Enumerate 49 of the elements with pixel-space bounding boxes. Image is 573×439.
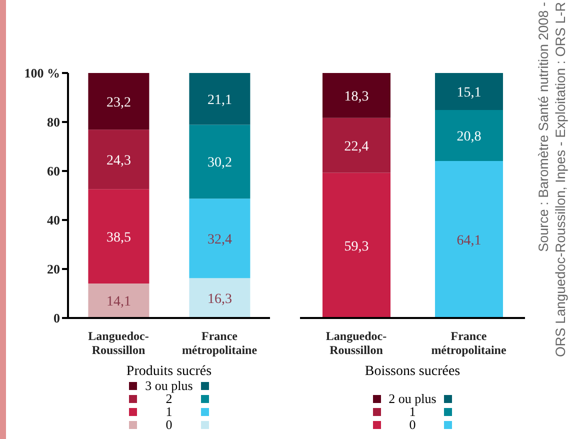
data-label: 30,2 — [207, 156, 232, 171]
x-tick-label: Languedoc-Roussillon — [326, 329, 387, 357]
bar — [322, 172, 390, 318]
data-label: 18,3 — [344, 89, 369, 104]
data-label: 21,1 — [207, 92, 232, 108]
bar — [189, 124, 250, 199]
y-tick-label: 100 % — [24, 66, 60, 81]
data-label: 23,2 — [106, 95, 131, 110]
data-label: 22,4 — [344, 139, 369, 154]
x-axis-title: Produits sucrés — [125, 364, 213, 380]
bar — [189, 198, 250, 278]
bar — [322, 118, 390, 173]
data-label: 20,8 — [456, 129, 482, 144]
legend-label: 1 — [408, 404, 416, 418]
data-label: 32,4 — [207, 232, 232, 248]
legend-label: 2 — [164, 390, 173, 406]
y-tick-label: 20 — [47, 262, 60, 277]
legend-label: 0 — [164, 416, 174, 432]
legend-label: 2 ou plus — [388, 390, 438, 406]
bar — [189, 73, 250, 125]
bar — [88, 189, 150, 284]
y-tick-label: 80 — [47, 114, 60, 130]
data-label: 15,1 — [456, 85, 482, 100]
data-label: 59,3 — [344, 239, 369, 254]
bar — [88, 283, 150, 318]
data-label: 16,3 — [207, 292, 232, 308]
text: ORS Languedoc-Roussillon, Inpes - Exploitation : ORS L-R — [552, 2, 569, 359]
x-tick-label: Languedoc-Roussillon — [88, 329, 149, 357]
bar — [435, 73, 503, 110]
data-label: 64,1 — [456, 233, 482, 248]
bar — [189, 278, 250, 318]
y-tick-label: 60 — [47, 164, 60, 179]
bar — [322, 73, 390, 118]
legend-label: 3 ou plus — [144, 378, 194, 392]
source-note: Source : Baromètre Santé nutrition 2008 - — [535, 2, 552, 254]
x-tick-label: France métropolitaine — [182, 329, 258, 357]
data-label: 24,3 — [106, 153, 131, 168]
x-tick-label: France métropolitaine — [431, 329, 507, 357]
bar — [88, 73, 150, 130]
bar — [435, 110, 503, 161]
bar — [88, 130, 150, 190]
data-label: 14,1 — [106, 294, 131, 310]
bar — [435, 160, 503, 318]
y-tick-label: 0 — [54, 310, 60, 326]
data-label: 38,5 — [106, 230, 131, 246]
legend-label: 1 — [164, 404, 174, 418]
x-axis-title: Boissons sucrées — [364, 364, 462, 380]
legend-label: 0 — [408, 416, 417, 432]
y-tick-label: 40 — [47, 212, 60, 228]
